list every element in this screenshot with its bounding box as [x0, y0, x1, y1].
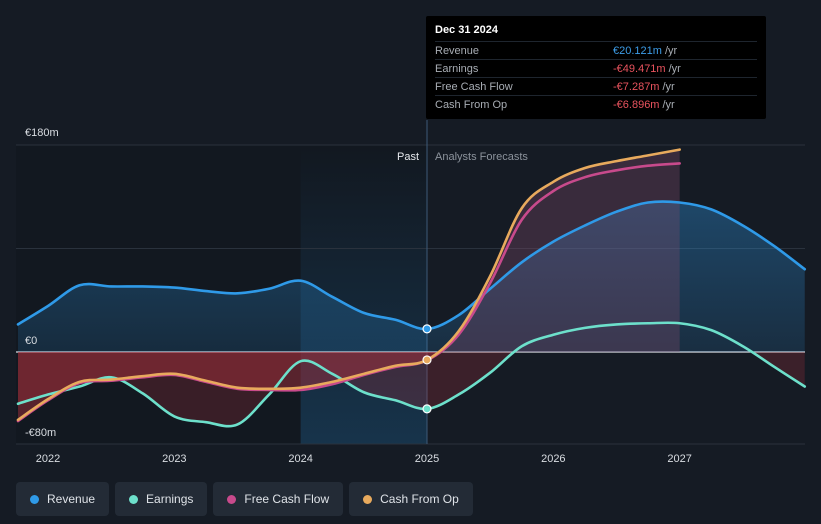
- past-label: Past: [397, 151, 419, 163]
- line-earnings: [16, 321, 807, 428]
- tooltip-row-cash-from-op: Cash From Op -€6.896m /yr: [435, 95, 757, 113]
- earnings-dot-icon: [129, 494, 139, 504]
- point-earnings: [422, 404, 432, 414]
- x-tick-label: 2024: [288, 453, 312, 465]
- tooltip-unit: /yr: [668, 62, 681, 75]
- tooltip-value: -€7.287m: [613, 80, 660, 93]
- tooltip: Dec 31 2024 Revenue €20.121m /yr Earning…: [426, 16, 766, 119]
- legend-label: Free Cash Flow: [244, 492, 330, 506]
- tooltip-label: Earnings: [435, 62, 479, 75]
- legend-item-cash-from-op[interactable]: Cash From Op: [349, 482, 473, 516]
- tooltip-unit: /yr: [662, 80, 675, 93]
- point-revenue: [422, 324, 432, 334]
- revenue-area: [18, 201, 805, 352]
- tooltip-date: Dec 31 2024: [435, 24, 498, 36]
- tooltip-row-revenue: Revenue €20.121m /yr: [435, 41, 757, 59]
- cash-area-negative: [18, 352, 680, 420]
- tooltip-label: Free Cash Flow: [435, 80, 513, 93]
- x-tick-label: 2023: [162, 453, 186, 465]
- legend-label: Revenue: [47, 492, 96, 506]
- free-cash-flow-dot-icon: [227, 494, 237, 504]
- tooltip-row-free-cash-flow: Free Cash Flow -€7.287m /yr: [435, 77, 757, 95]
- point-cash-from-op: [422, 355, 432, 365]
- legend-label: Earnings: [146, 492, 194, 506]
- cash-from-op-dot-icon: [363, 494, 373, 504]
- line-revenue: [16, 200, 807, 331]
- legend-item-free-cash-flow[interactable]: Free Cash Flow: [213, 482, 344, 516]
- tooltip-value: €20.121m: [613, 44, 662, 57]
- series-lines: [16, 148, 807, 428]
- x-tick-label: 2026: [541, 453, 565, 465]
- x-tick-label: 2027: [667, 453, 691, 465]
- legend-item-earnings[interactable]: Earnings: [115, 482, 208, 516]
- line-cash-from-op: [16, 148, 681, 422]
- forecast-label: Analysts Forecasts: [435, 151, 528, 163]
- tooltip-value: -€49.471m: [613, 62, 666, 75]
- tooltip-label: Cash From Op: [435, 98, 508, 111]
- x-tick-label: 2025: [415, 453, 439, 465]
- legend-label: Cash From Op: [380, 492, 459, 506]
- cash-area-positive: [18, 149, 680, 352]
- legend: Revenue Earnings Free Cash Flow Cash Fro…: [16, 482, 473, 516]
- tooltip-label: Revenue: [435, 44, 480, 57]
- axis-labels: €180m €0 -€80m 2022 2023 2024 2025 2026 2027 Past…: [25, 127, 692, 465]
- tooltip-unit: /yr: [664, 44, 678, 57]
- legend-item-revenue[interactable]: Revenue: [16, 482, 110, 516]
- revenue-dot-icon: [30, 494, 39, 504]
- y-tick-label: -€80m: [25, 427, 56, 439]
- tooltip-value: -€6.896m: [613, 98, 660, 111]
- tooltip-row-earnings: Earnings -€49.471m /yr: [435, 59, 757, 77]
- y-tick-label: €180m: [25, 127, 59, 139]
- highlight-points: [422, 324, 432, 414]
- x-tick-label: 2022: [36, 453, 60, 465]
- earnings-area-negative: [18, 352, 805, 427]
- y-tick-label: €0: [25, 335, 37, 347]
- tooltip-unit: /yr: [662, 98, 675, 111]
- area-layer: [18, 149, 805, 427]
